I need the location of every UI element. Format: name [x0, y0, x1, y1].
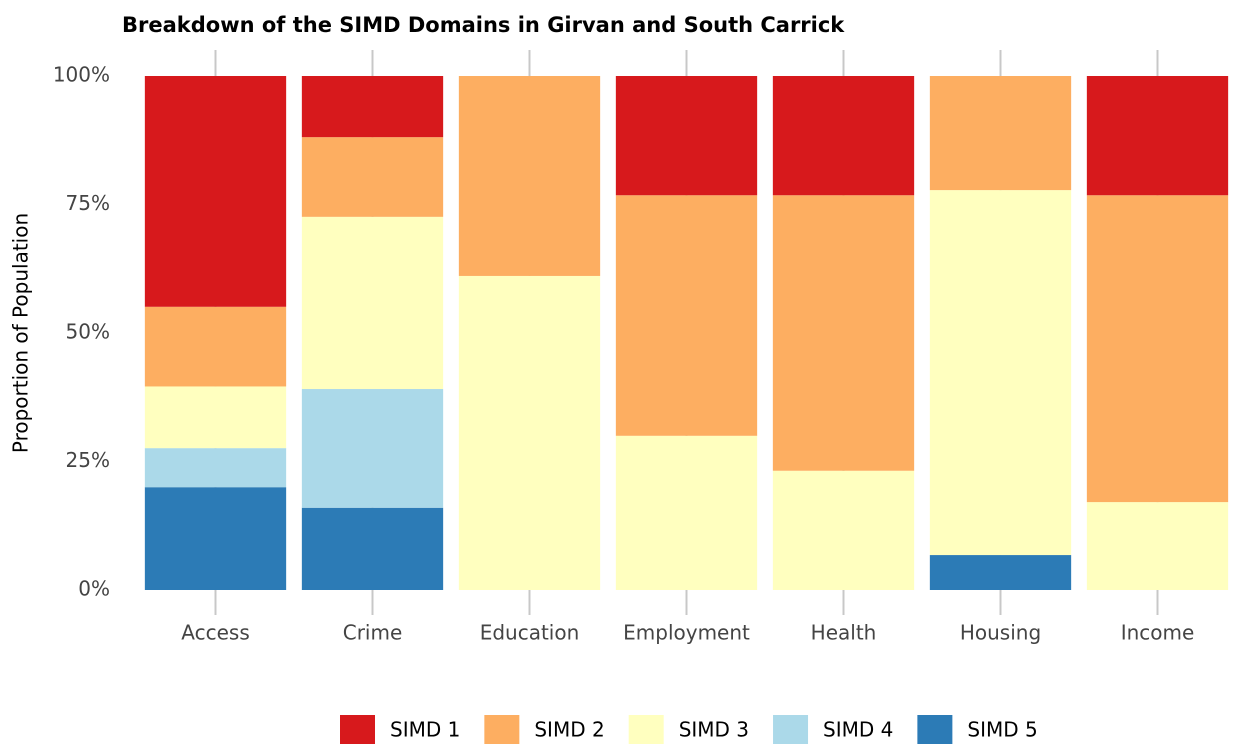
y-axis-label: Proportion of Population — [9, 213, 33, 453]
bar-segment — [301, 216, 444, 390]
bar-segment — [458, 76, 601, 276]
legend-label: SIMD 1 — [390, 718, 460, 742]
legend-swatch — [773, 715, 809, 744]
bar-segment — [929, 190, 1072, 556]
x-tick-label: Access — [181, 621, 249, 645]
legend-swatch — [917, 715, 953, 744]
x-tick-label: Employment — [623, 621, 750, 645]
y-tick-label: 50% — [66, 320, 110, 344]
bar-segment — [301, 507, 444, 590]
bar-segment — [144, 487, 287, 590]
bar-segment — [144, 448, 287, 488]
bar-segment — [1086, 76, 1229, 196]
bar-segment — [615, 195, 758, 436]
x-tick-label: Education — [480, 621, 580, 645]
bar-segment — [929, 555, 1072, 590]
legend-swatch — [484, 715, 520, 744]
bar-segment — [772, 470, 915, 590]
bar-segment — [458, 275, 601, 590]
bar-segment — [144, 306, 287, 387]
x-tick-label: Crime — [343, 621, 403, 645]
y-tick-label: 0% — [78, 577, 110, 601]
legend-swatch — [628, 715, 664, 744]
chart-title: Breakdown of the SIMD Domains in Girvan … — [122, 13, 845, 37]
bar-segment — [1086, 195, 1229, 503]
y-tick-label: 100% — [53, 63, 110, 87]
legend-label: SIMD 3 — [679, 718, 749, 742]
bar-segment — [772, 76, 915, 196]
legend-swatch — [340, 715, 375, 744]
x-tick-label: Income — [1121, 621, 1195, 645]
legend-label: SIMD 5 — [967, 718, 1037, 742]
bar-segment — [772, 195, 915, 471]
bar-segment — [615, 435, 758, 590]
bar-segment — [615, 76, 758, 196]
x-tick-label: Health — [811, 621, 877, 645]
x-tick-label: Housing — [960, 621, 1041, 645]
legend-label: SIMD 2 — [534, 718, 604, 742]
bar-segment — [301, 389, 444, 508]
bar-segment — [144, 76, 287, 307]
bar-segment — [1086, 502, 1229, 590]
bar-segment — [301, 76, 444, 138]
bar-segment — [929, 76, 1072, 191]
bar-segment — [301, 137, 444, 217]
legend-label: SIMD 4 — [823, 718, 893, 742]
y-tick-label: 25% — [66, 448, 110, 472]
y-tick-label: 75% — [66, 191, 110, 215]
bar-segment — [144, 386, 287, 449]
